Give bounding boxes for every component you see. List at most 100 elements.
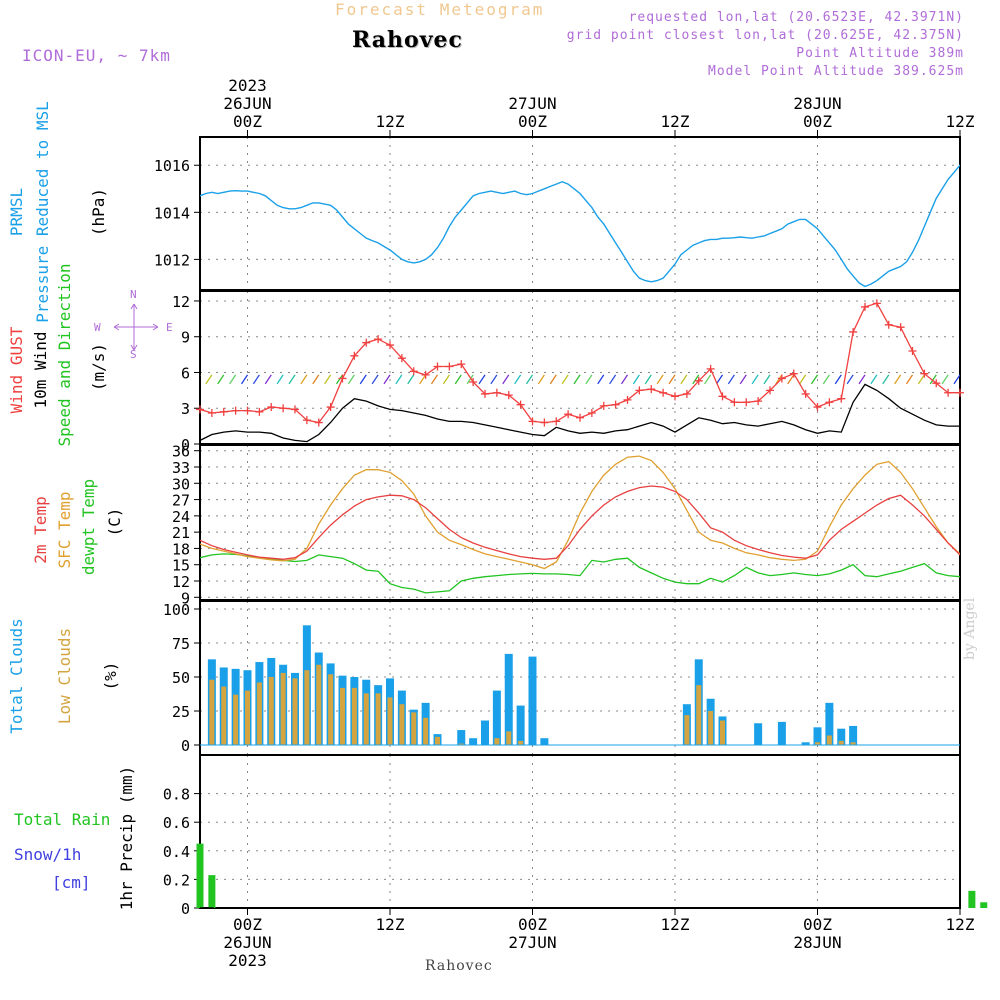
y-tick-label: 50 [172,669,190,687]
gust-marker [777,374,786,383]
wind-direction-arrow [810,374,819,385]
wind-direction-arrow [573,374,581,385]
gust-marker [837,394,846,403]
clouds-unit-label: (%) [101,662,120,691]
low-cloud-bar [363,693,369,745]
wind-direction-arrow [692,374,700,385]
gust-marker [801,389,810,398]
gust-marker [647,385,656,394]
wind-direction-arrow [644,374,652,385]
gust-marker [397,354,406,363]
gust-marker [861,302,869,311]
bottom-time-label: 12Z [661,915,690,934]
sfc-temp-line [200,455,960,570]
wind-direction-label: Speed and Direction [55,263,74,446]
wind-direction-arrow [276,374,284,385]
temp-label: 2m Temp [31,496,50,563]
low-cloud-bar [458,743,464,745]
y-tick-label: 0.6 [163,814,190,832]
requested-coordinates: requested lon,lat (20.6523E, 42.3971N) [628,10,964,25]
wind-direction-arrow [846,374,854,385]
pressure-label: PRMSL [7,188,26,236]
wind-direction-arrow [775,374,783,385]
gust-marker [956,388,964,397]
wind-direction-arrow [929,374,937,385]
gust-marker [623,395,632,404]
bottom-time-label: 00Z [518,915,547,934]
wind-direction-arrow [217,374,225,385]
low-cloud-bar [435,736,440,745]
wind-direction-arrow [715,374,724,385]
top-time-label: 00Z [518,112,547,131]
wind-direction-arrow [620,374,629,385]
gust-marker [718,392,727,401]
temperature-panel-frame [199,444,961,601]
y-tick-label: 0.2 [163,871,190,889]
wind-direction-arrow [763,374,771,385]
gust-marker [884,320,893,329]
dewpoint-label: dewpt Temp [79,479,98,575]
gust-marker [789,369,798,378]
gust-marker [219,407,228,416]
low-cloud-bar [221,686,227,745]
low-cloud-bar [375,693,381,745]
total-cloud-bar [504,653,513,745]
low-cloud-bar [233,694,239,745]
dewpt-temp-line [200,553,960,594]
total-cloud-bar [849,725,858,745]
snow-label: Snow/1h [14,845,81,864]
gust-marker [552,417,561,426]
low-cloud-bar [826,735,832,745]
top-time-label: 2023 [228,76,267,95]
gust-marker [504,391,513,400]
gust-marker [564,410,573,419]
gust-marker [457,360,466,369]
wind-direction-arrow [609,374,617,385]
gust-marker [445,362,454,371]
gust-marker [599,401,608,410]
gust-marker [766,386,774,395]
y-tick-label: 75 [172,635,190,653]
wind-direction-arrow [632,374,640,385]
low-cloud-bar [340,687,345,745]
wind-direction-arrow [264,374,272,385]
y-tick-label: 24 [172,508,190,526]
y-tick-label: 9 [181,589,190,607]
wind-direction-arrow [359,374,367,385]
bottom-time-label: 12Z [376,915,405,934]
wind-direction-arrow [597,374,605,385]
wind-direction-arrow [419,374,427,385]
y-tick-label: 1014 [154,204,190,222]
wind-unit-label: (m/s) [89,343,108,391]
wind-direction-arrow [680,374,688,385]
total-cloud-bar [801,742,810,745]
gust-marker [374,335,383,344]
top-time-label: 00Z [233,112,262,131]
gust-marker [944,388,953,397]
low-cloud-bar [684,715,690,745]
low-cloud-bar [423,717,429,745]
y-tick-label: 12 [172,573,190,591]
gust-marker [872,299,881,308]
gust-marker [326,403,335,412]
low-cloud-bar [304,670,310,745]
gust-marker [338,374,347,383]
y-tick-label: 12 [172,293,190,311]
y-tick-label: 0 [181,436,190,454]
wind-direction-arrow [870,374,878,385]
gust-marker [706,364,715,373]
wind-direction-arrow [990,375,996,384]
temp-unit-label: (C) [105,508,124,537]
wind-direction-arrow [252,374,260,385]
wind-direction-arrow [371,374,379,385]
wind-direction-arrow [454,374,462,385]
bottom-time-label: 27JUN [508,933,556,952]
low-cloud-bar [411,712,417,745]
y-tick-label: 30 [172,475,190,493]
y-tick-label: 33 [172,459,190,477]
y-tick-label: 1012 [154,251,190,269]
low-cloud-bar [292,678,298,745]
wind-gust-line [200,302,960,424]
gust-marker [362,338,371,347]
low-cloud-bar [494,738,500,745]
